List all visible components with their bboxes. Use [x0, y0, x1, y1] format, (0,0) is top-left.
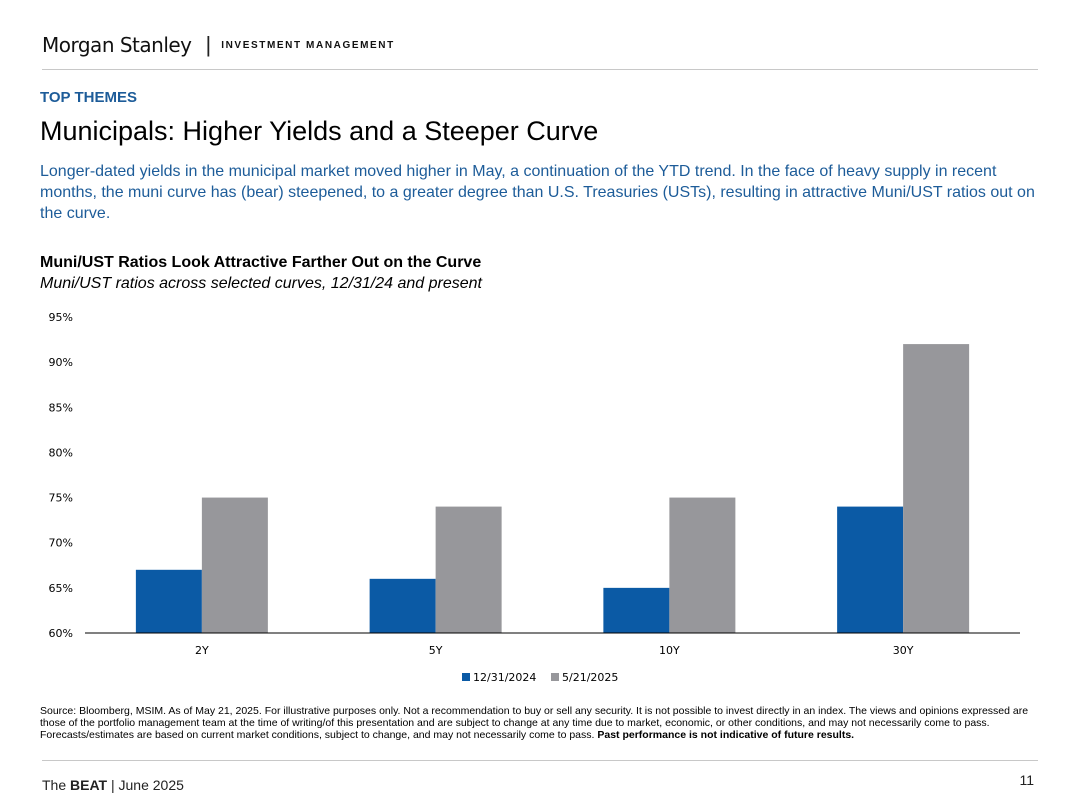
- x-tick-label: 5Y: [429, 644, 443, 657]
- legend-swatch-0: [462, 673, 470, 681]
- page-title: Municipals: Higher Yields and a Steeper …: [40, 116, 599, 146]
- footer-prefix: The: [42, 777, 67, 793]
- source-note: Source: Bloomberg, MSIM. As of May 21, 2…: [40, 705, 1045, 741]
- brand-separator: |: [205, 32, 212, 57]
- footer-divider: [42, 760, 1038, 761]
- chart-title: Muni/UST Ratios Look Attractive Farther …: [40, 254, 482, 271]
- bar-30y-series-0: [837, 506, 904, 633]
- section-label: TOP THEMES: [40, 89, 137, 106]
- x-tick-label: 30Y: [893, 644, 914, 657]
- division-name: INVESTMENT MANAGEMENT: [221, 39, 395, 51]
- y-tick-label: 70%: [49, 537, 73, 550]
- y-tick-label: 85%: [49, 401, 73, 414]
- brand-logo: Morgan Stanley: [42, 33, 192, 57]
- y-tick-label: 95%: [49, 311, 73, 324]
- bar-2y-series-1: [201, 497, 268, 633]
- bar-5y-series-0: [369, 578, 436, 633]
- chart-subtitle: Muni/UST ratios across selected curves, …: [40, 275, 482, 292]
- footer: The BEAT | June 2025: [42, 777, 184, 793]
- y-tick-label: 80%: [49, 446, 73, 459]
- x-tick-label: 2Y: [195, 644, 209, 657]
- bar-10y-series-0: [603, 587, 670, 633]
- footer-brand: BEAT: [70, 777, 108, 793]
- page-number: 11: [1019, 772, 1034, 788]
- bar-30y-series-1: [903, 344, 970, 633]
- bar-2y-series-0: [135, 569, 202, 633]
- bar-10y-series-1: [669, 497, 736, 633]
- x-tick-label: 10Y: [659, 644, 680, 657]
- legend-label-1: 5/21/2025: [562, 671, 618, 684]
- bar-5y-series-1: [435, 506, 502, 633]
- header: Morgan Stanley | INVESTMENT MANAGEMENT: [42, 30, 395, 60]
- y-tick-label: 90%: [49, 356, 73, 369]
- legend-label-0: 12/31/2024: [473, 671, 536, 684]
- disclaimer-bold: Past performance is not indicative of fu…: [597, 729, 855, 741]
- y-tick-label: 75%: [49, 492, 73, 505]
- y-tick-label: 60%: [49, 627, 73, 640]
- footer-date: | June 2025: [110, 777, 184, 793]
- intro-paragraph: Longer-dated yields in the municipal mar…: [40, 163, 1035, 222]
- header-divider: [42, 69, 1038, 70]
- y-tick-label: 65%: [49, 582, 73, 595]
- legend-swatch-1: [551, 673, 559, 681]
- bar-chart: 60% 65% 70% 75% 80% 85% 90% 95% 2Y 5Y 10Y 30Y 12/31/…: [49, 311, 1020, 684]
- source-text: Source: Bloomberg, MSIM. As of May 21, 2…: [40, 705, 1029, 741]
